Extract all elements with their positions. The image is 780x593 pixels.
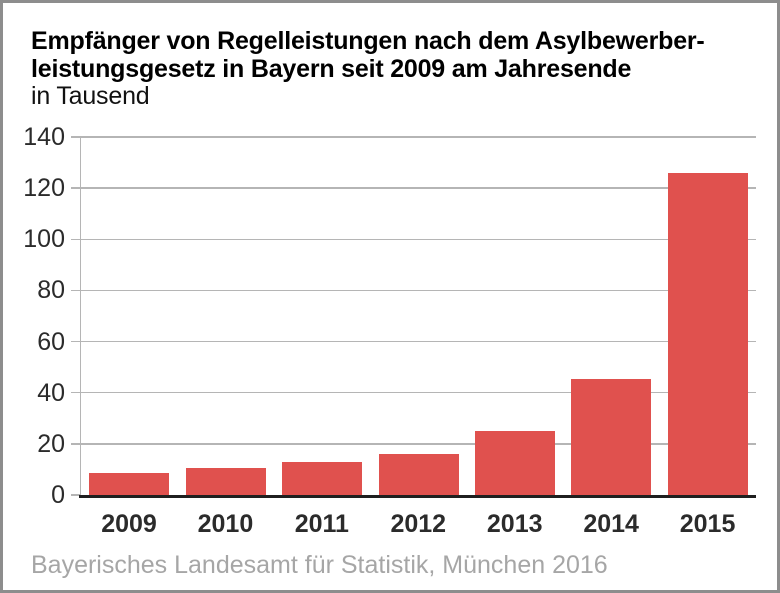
x-axis-label-2015: 2015 [679, 510, 736, 538]
plot-area: 0 20 40 60 80 100 120 140 2009 2010 2011 2012 2013 20… [3, 3, 777, 590]
y-axis-label-20: 20 [37, 429, 65, 458]
x-axis-label-2012: 2012 [390, 510, 447, 538]
gridline-100 [71, 238, 756, 240]
gridline-120 [71, 187, 756, 189]
chart-title-line2: leistungsgesetz in Bayern seit 2009 am J… [31, 54, 632, 83]
x-axis-label-2011: 2011 [294, 510, 349, 538]
y-axis-label-100: 100 [23, 225, 65, 254]
bar-2009 [89, 473, 170, 495]
y-axis-label-60: 60 [37, 327, 65, 356]
bar-2013 [474, 430, 555, 495]
x-axis-label-2014: 2014 [583, 510, 639, 538]
gridline-20 [71, 443, 756, 445]
bar-2012 [378, 454, 459, 495]
gridline-40 [71, 392, 756, 394]
gridline-60 [71, 340, 756, 343]
source-note: Bayerisches Landesamt für Statistik, Mün… [31, 551, 608, 579]
chart-subtitle: in Tausend [31, 82, 150, 110]
y-axis-label-0: 0 [51, 481, 65, 509]
y-axis-label-140: 140 [23, 123, 65, 151]
bar-2010 [185, 468, 266, 495]
bar-2015 [667, 173, 748, 495]
y-axis-label-80: 80 [37, 276, 65, 305]
gridline-140 [71, 136, 756, 138]
bar-2014 [571, 379, 652, 495]
gridline-80 [71, 289, 756, 292]
y-tick-0 [71, 494, 81, 496]
x-axis-label-2010: 2010 [197, 510, 254, 538]
chart-header: Empfänger von Regelleistungen nach dem A… [31, 27, 705, 111]
x-axis-label-2009: 2009 [101, 510, 157, 538]
x-axis-label-2013: 2013 [486, 510, 543, 538]
y-axis-line [80, 137, 82, 495]
y-axis-label-40: 40 [37, 378, 65, 407]
bar-2011 [282, 462, 363, 495]
y-axis-label-120: 120 [23, 174, 65, 203]
chart-title-line1: Empfänger von Regelleistungen nach dem A… [31, 27, 705, 55]
x-axis-baseline [79, 494, 756, 498]
